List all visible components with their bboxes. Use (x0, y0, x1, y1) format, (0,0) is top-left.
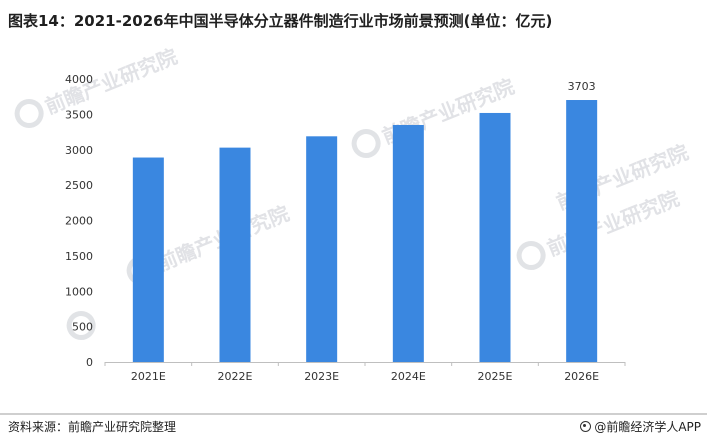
svg-text:前瞻产业研究院: 前瞻产业研究院 (42, 44, 181, 119)
x-tick-label: 2026E (564, 370, 599, 383)
bar-chart: 前瞻产业研究院 前瞻产业研究院 前瞻产业研究院 前瞻产业研究院 前瞻产业研究院 … (14, 44, 692, 383)
y-tick-label: 0 (86, 356, 93, 369)
bar (219, 147, 251, 362)
y-tick-label: 1000 (65, 285, 93, 298)
y-tick-label: 4000 (65, 73, 93, 86)
brand-credit: @前瞻经济学人APP (580, 418, 701, 435)
bar (306, 136, 338, 362)
y-tick-label: 2000 (65, 215, 93, 228)
y-tick-label: 1500 (65, 250, 93, 263)
y-tick-label: 3500 (65, 108, 93, 121)
x-axis: 2021E 2022E 2023E 2024E 2025E 2026E (104, 362, 626, 383)
brand-logo-icon (580, 421, 592, 432)
y-tick-label: 3000 (65, 144, 93, 157)
y-tick-label: 500 (72, 321, 93, 334)
x-tick-label: 2024E (391, 370, 426, 383)
bar-data-label: 3703 (568, 80, 596, 93)
data-label-group: 3703 (568, 80, 596, 93)
bar (392, 124, 424, 362)
source-note: 资料来源：前瞻产业研究院整理 (8, 420, 177, 434)
bar (479, 112, 511, 363)
footer-divider (0, 413, 707, 415)
bar (132, 157, 164, 362)
bar (566, 100, 598, 362)
bar-series (132, 100, 598, 363)
brand-credit-text: @前瞻经济学人APP (594, 420, 701, 434)
x-tick-label: 2023E (304, 370, 339, 383)
x-tick-label: 2021E (131, 370, 166, 383)
y-tick-label: 2500 (65, 179, 93, 192)
x-tick-label: 2022E (218, 370, 253, 383)
chart-title: 图表14：2021-2026年中国半导体分立器件制造行业市场前景预测(单位：亿元… (8, 12, 553, 30)
y-axis: 0 500 1000 1500 2000 2500 3000 3500 4000 (65, 73, 93, 369)
x-tick-label: 2025E (478, 370, 513, 383)
